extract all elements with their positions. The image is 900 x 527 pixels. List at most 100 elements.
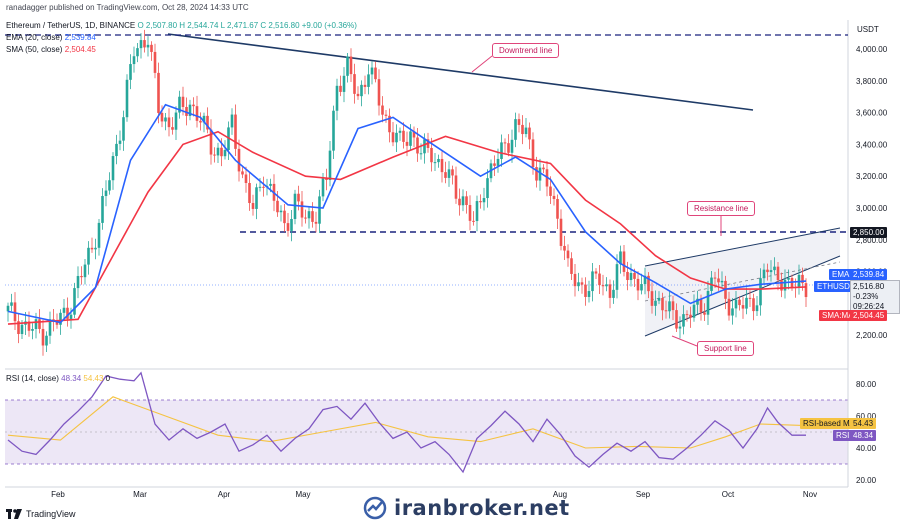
resistance-callout: Resistance line: [687, 201, 756, 216]
candle-up: [174, 112, 178, 130]
candle-up: [307, 211, 311, 219]
candle-down: [17, 321, 20, 335]
candle-down: [703, 312, 706, 315]
time-tick-label: Oct: [722, 490, 735, 499]
ema-axis-name: EMA: [829, 269, 853, 280]
candle-up: [437, 158, 440, 163]
candle-down: [465, 196, 468, 206]
candle-down: [283, 210, 286, 224]
candle-up: [482, 198, 486, 203]
candle-down: [804, 283, 808, 298]
price-tick-label: 2,800.00: [856, 236, 888, 245]
candle-down: [766, 269, 769, 273]
downtrend-line: [167, 33, 754, 111]
candle-up: [360, 84, 363, 97]
candle-up: [279, 210, 283, 213]
candle-up: [524, 127, 528, 135]
candle-up: [692, 304, 696, 318]
candle-up: [73, 288, 76, 315]
candle-up: [619, 251, 622, 265]
candle-down: [521, 124, 524, 135]
candle-down: [416, 137, 419, 154]
candle-up: [34, 319, 38, 329]
candle-up: [83, 264, 87, 278]
candle-down: [171, 127, 174, 130]
candle-down: [650, 291, 654, 306]
candle-up: [101, 196, 104, 223]
tradingview-logo-icon: [6, 509, 22, 519]
candle-down: [55, 321, 59, 325]
channel-fill: [645, 228, 840, 336]
candle-down: [598, 273, 601, 286]
symbol-title[interactable]: Ethereum / TetherUS, 1D, BINANCE: [6, 21, 136, 30]
candle-up: [696, 298, 699, 305]
time-tick-label: Apr: [218, 490, 231, 499]
candle-up: [164, 117, 167, 122]
candle-down: [507, 143, 510, 153]
price-box: 2,516.80 -0.23% 09:26:24: [850, 280, 900, 314]
ema-legend[interactable]: EMA (20, close) 2,539.84: [6, 33, 96, 42]
time-tick-label: Nov: [803, 490, 817, 499]
rsi-ma-legend-value: 54.43: [83, 374, 104, 383]
candle-down: [241, 171, 244, 175]
candle-down: [626, 271, 629, 281]
time-tick-label: Mar: [133, 490, 147, 499]
candle-up: [433, 162, 437, 164]
candle-up: [734, 299, 738, 309]
candle-up: [132, 56, 136, 65]
candle-up: [216, 147, 220, 156]
candle-up: [293, 193, 297, 219]
sma-legend[interactable]: SMA (50, close) 2,504.45: [6, 45, 96, 54]
downtrend-callout: Downtrend line: [492, 43, 560, 58]
publisher-line: ranadagger published on TradingView.com,…: [6, 3, 249, 12]
ohlc-values: O 2,507.80 H 2,544.74 L 2,471.67 C 2,516…: [137, 21, 357, 30]
candle-down: [311, 211, 314, 222]
candle-down: [479, 201, 482, 203]
candle-up: [423, 139, 426, 154]
candle-down: [727, 298, 731, 316]
candle-down: [468, 205, 472, 221]
candle-up: [654, 300, 657, 306]
candle-up: [48, 319, 52, 336]
candle-up: [510, 139, 514, 153]
candle-up: [6, 305, 10, 312]
candle-down: [220, 147, 223, 157]
brand-text: TradingView: [26, 509, 76, 519]
rsi-tick-label: 20.00: [856, 476, 877, 485]
currency-label[interactable]: USDT: [857, 25, 879, 34]
candle-down: [195, 106, 199, 121]
candle-down: [608, 284, 612, 298]
candle-down: [601, 285, 605, 287]
bar-countdown: 09:26:24: [853, 302, 885, 311]
candle-down: [647, 275, 650, 292]
candle-up: [62, 307, 66, 313]
candle-down: [153, 51, 157, 73]
candle-down: [517, 119, 521, 125]
candle-down: [552, 195, 556, 199]
candle-down: [528, 127, 531, 140]
candle-down: [451, 169, 454, 176]
candle-up: [335, 85, 339, 111]
candle-up: [290, 218, 293, 231]
watermark: iranbroker.net: [362, 496, 570, 520]
candle-up: [398, 130, 402, 133]
tradingview-brand[interactable]: TradingView: [6, 509, 76, 519]
candle-up: [720, 280, 724, 283]
candle-down: [38, 319, 41, 329]
rsi-legend[interactable]: RSI (14, close) 48.34 54.43 0: [6, 374, 110, 383]
candle-down: [542, 167, 545, 170]
candle-up: [258, 186, 262, 188]
candle-down: [699, 298, 703, 313]
price-tick-label: 3,600.00: [856, 109, 888, 118]
symbol-legend: Ethereum / TetherUS, 1D, BINANCE O 2,507…: [6, 21, 357, 30]
candle-down: [594, 271, 598, 274]
candle-up: [370, 67, 374, 75]
candle-down: [573, 273, 577, 287]
candle-up: [643, 275, 647, 285]
rsi-legend-value: 48.34: [61, 374, 82, 383]
candle-up: [762, 269, 766, 279]
time-tick-label: Feb: [51, 490, 65, 499]
time-tick-label: Aug: [553, 490, 567, 499]
candle-up: [10, 302, 13, 306]
candle-up: [223, 150, 227, 157]
